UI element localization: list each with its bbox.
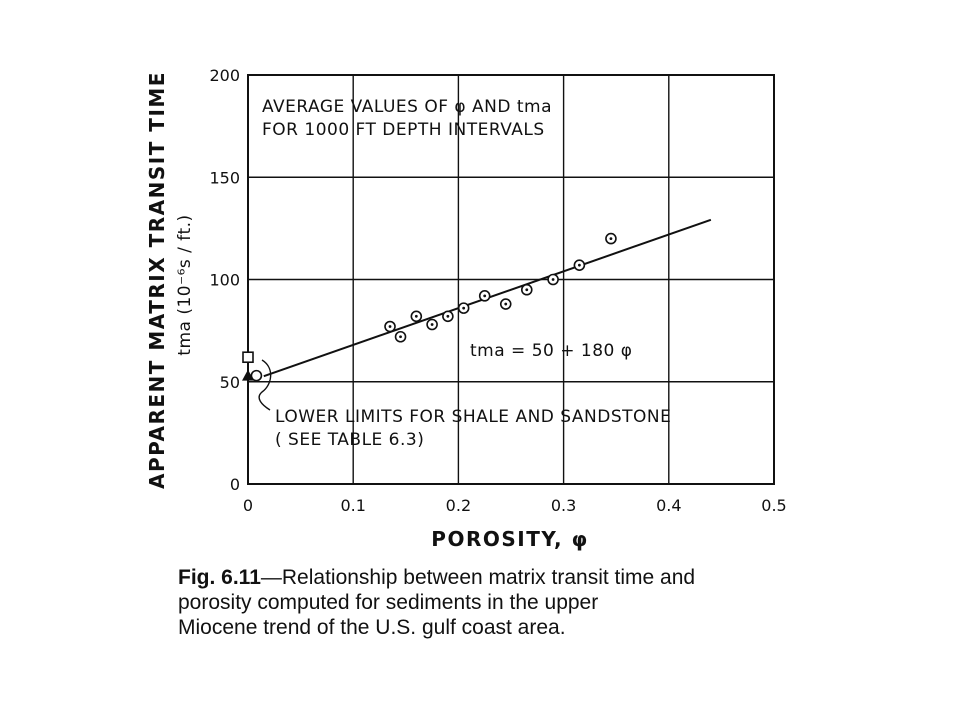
- lower-limit-marker: [250, 369, 263, 382]
- data-point-center: [462, 306, 466, 310]
- figure-caption: Fig. 6.11—Relationship between matrix tr…: [178, 565, 818, 640]
- data-point-center: [446, 314, 450, 318]
- y-tick-label: 200: [209, 66, 240, 85]
- caption-line3: Miocene trend of the U.S. gulf coast are…: [178, 616, 566, 639]
- x-tick-label: 0.1: [340, 496, 365, 515]
- data-point-center: [483, 294, 487, 298]
- data-point-center: [504, 302, 508, 306]
- x-axis-label: POROSITY, φ: [431, 527, 588, 551]
- caption-line1: Fig. 6.11—Relationship between matrix tr…: [178, 565, 818, 590]
- caption-text-line1: —Relationship between matrix transit tim…: [260, 566, 696, 589]
- y-tick-label: 50: [220, 373, 240, 392]
- data-point-center: [399, 335, 402, 339]
- limits-leader-line: [258, 359, 272, 411]
- sandstone-limit-marker: [242, 369, 254, 381]
- x-tick-label: 0.4: [656, 496, 681, 515]
- y-tick-label: 0: [230, 475, 240, 494]
- limits-line1: LOWER LIMITS FOR SHALE AND SANDSTONE: [275, 407, 671, 427]
- x-tick-label: 0.3: [551, 496, 576, 515]
- caption-fig-label: Fig. 6.11: [178, 566, 261, 589]
- x-tick-label: 0.5: [761, 496, 786, 515]
- annotation-box-line1: AVERAGE VALUES OF φ AND tma: [262, 97, 552, 117]
- data-point-center: [430, 323, 434, 326]
- x-axis-ticks: 0 0.1 0.2 0.3 0.4 0.5: [243, 496, 787, 515]
- data-points: [242, 232, 617, 382]
- y-axis-units: tma (10⁻⁶s / ft.): [175, 214, 195, 355]
- data-point-center: [609, 237, 613, 241]
- limits-line2: ( SEE TABLE 6.3): [275, 430, 424, 450]
- data-point-center: [525, 288, 529, 292]
- data-point-center: [551, 278, 555, 281]
- plot-frame: [247, 74, 775, 485]
- fit-equation: tma = 50 + 180 φ: [470, 341, 632, 361]
- caption-line2: porosity computed for sediments in the u…: [178, 591, 599, 614]
- y-tick-label: 150: [209, 168, 240, 187]
- y-axis-ticks: 0 50 100 150 200: [209, 66, 240, 494]
- x-tick-label: 0.2: [446, 496, 471, 515]
- annotation-box-line2: FOR 1000 FT DEPTH INTERVALS: [262, 120, 545, 140]
- x-tick-label: 0: [243, 496, 253, 515]
- y-tick-label: 100: [209, 271, 240, 290]
- data-point-center: [577, 263, 581, 267]
- data-point-center: [414, 314, 418, 318]
- shale-limit-marker: [242, 351, 254, 364]
- y-axis-label: APPARENT MATRIX TRANSIT TIME: [145, 71, 169, 489]
- data-point-center: [388, 325, 392, 328]
